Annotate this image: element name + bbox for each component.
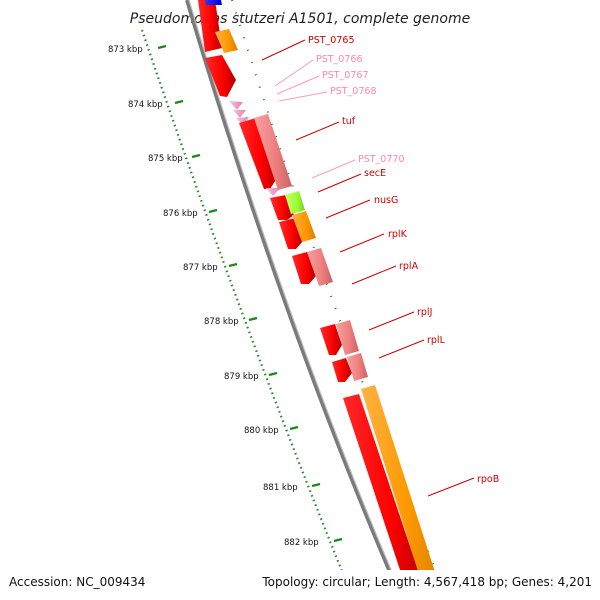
gene-arrow bbox=[266, 188, 280, 196]
cog-block bbox=[285, 191, 305, 214]
kbp-label: 877 kbp bbox=[183, 263, 218, 273]
gc-skew-track bbox=[140, 29, 354, 597]
gene-label-rpll: rplL bbox=[427, 335, 446, 346]
gene-label-rplj: rplJ bbox=[417, 307, 432, 318]
kbp-label: 882 kbp bbox=[284, 538, 319, 548]
backbone-ring bbox=[185, 0, 404, 600]
gene-label-rpob: rpoB bbox=[477, 474, 499, 485]
kbp-label: 873 kbp bbox=[108, 45, 143, 55]
kbp-label: 881 kbp bbox=[263, 483, 298, 493]
gene-arrow bbox=[320, 324, 342, 355]
gene-label-nusg: nusG bbox=[374, 195, 398, 206]
cog-block bbox=[307, 248, 333, 286]
cog-block bbox=[292, 211, 316, 242]
gene-label-pst0767: PST_0767 bbox=[322, 70, 369, 81]
gene-label-rplk: rplK bbox=[388, 229, 408, 240]
cog-track bbox=[205, 0, 444, 600]
cog-block bbox=[254, 114, 292, 190]
gene-labels: PST_0765 PST_0766 PST_0767 PST_0768 tuf … bbox=[261, 35, 499, 497]
gene-arrow bbox=[233, 110, 246, 118]
gene-arrow bbox=[205, 55, 236, 97]
gene-arrow bbox=[198, 0, 222, 52]
gene-label-tuf: tuf bbox=[342, 116, 356, 127]
accession-text: Accession: NC_009434 bbox=[9, 575, 145, 589]
kbp-labels: 873 kbp 874 kbp 875 kbp 876 kbp 877 kbp … bbox=[108, 45, 319, 548]
kbp-label: 876 kbp bbox=[163, 209, 198, 219]
cog-block bbox=[215, 29, 238, 53]
gene-arrow bbox=[236, 117, 249, 125]
gene-label-pst0768: PST_0768 bbox=[330, 86, 377, 97]
gene-arrow bbox=[343, 394, 428, 600]
cog-block bbox=[205, 0, 222, 5]
gene-arrow bbox=[239, 118, 279, 189]
kbp-label: 874 kbp bbox=[128, 100, 163, 110]
cog-block bbox=[336, 320, 359, 355]
cog-block bbox=[361, 385, 444, 600]
gene-label-pst0765: PST_0765 bbox=[308, 35, 355, 46]
gene-label-pst0770: PST_0770 bbox=[358, 154, 405, 165]
gene-label-pst0766: PST_0766 bbox=[316, 54, 363, 65]
map-title: Pseudomonas stutzeri A1501, complete gen… bbox=[130, 11, 470, 27]
kbp-label: 875 kbp bbox=[148, 154, 183, 164]
kbp-label: 880 kbp bbox=[244, 426, 279, 436]
gene-arrow bbox=[332, 358, 352, 382]
kbp-label: 878 kbp bbox=[204, 317, 239, 327]
kbp-label: 879 kbp bbox=[224, 372, 259, 382]
gene-arrow bbox=[229, 101, 243, 110]
gene-label-rpla: rplA bbox=[399, 261, 419, 272]
gene-label-sece: secE bbox=[364, 168, 386, 179]
cds-track bbox=[198, 0, 428, 600]
genome-summary-text: Topology: circular; Length: 4,567,418 bp… bbox=[261, 575, 592, 589]
cog-block bbox=[347, 353, 368, 381]
kbp-tick-marks bbox=[157, 44, 343, 543]
